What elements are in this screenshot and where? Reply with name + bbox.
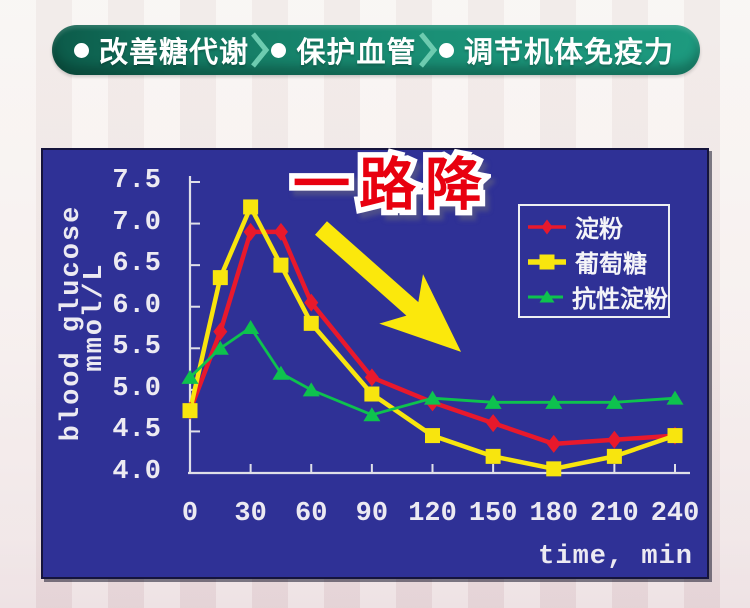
data-point <box>486 414 501 433</box>
legend-item: 抗性淀粉 <box>528 279 668 314</box>
x-tick-label: 90 <box>355 499 389 529</box>
x-tick-label: 30 <box>234 499 267 529</box>
legend-marker-icon <box>528 254 566 269</box>
downward-trend-arrow-icon <box>315 221 462 352</box>
data-point <box>546 461 562 477</box>
line-chart <box>181 176 690 477</box>
banner-label: 改善糖代谢 <box>99 37 250 69</box>
x-tick-label: 0 <box>181 499 199 529</box>
data-point <box>539 290 555 302</box>
y-tick-label: 7.5 <box>112 166 161 196</box>
banner-item-improve-glucose-metabolism: 改善糖代谢 <box>74 29 249 71</box>
data-point <box>273 257 289 273</box>
data-point <box>182 403 198 419</box>
data-point <box>545 394 563 409</box>
data-point <box>484 394 502 409</box>
data-point <box>273 222 288 241</box>
banner-item-regulate-immunity: 调节机体免疫力 <box>438 29 674 71</box>
x-tick-label: 120 <box>408 499 457 529</box>
chart-title-outline: 一路降 <box>288 148 491 223</box>
data-point <box>425 428 440 444</box>
data-point <box>605 394 623 409</box>
benefits-banner: 改善糖代谢 保护血管 调节机体免疫力 <box>52 25 700 75</box>
x-tick-label: 240 <box>650 499 700 529</box>
banner-label: 保护血管 <box>296 37 417 69</box>
data-point <box>242 320 260 335</box>
legend: 淀粉 葡萄糖 抗性淀粉 <box>518 204 670 318</box>
data-point <box>666 390 684 405</box>
data-point <box>607 430 622 449</box>
data-point <box>181 369 199 384</box>
y-tick-label: 6.5 <box>112 249 161 280</box>
y-tick-label: 4.0 <box>112 457 161 487</box>
chart-title-text: 一路降 <box>293 153 491 217</box>
chart-panel: 一路降 一路降 blood glucose mmol/L 4.0 4.5 5.0 5.… <box>41 148 709 579</box>
bullet-icon <box>271 42 287 58</box>
data-point <box>211 340 229 355</box>
banner-item-protect-blood-vessels: 保护血管 <box>271 29 416 71</box>
legend-label: 抗性淀粉 <box>572 286 668 313</box>
y-tick-label: 7.0 <box>112 207 161 238</box>
y-tick-label: 5.0 <box>112 373 161 404</box>
data-point <box>363 407 381 422</box>
data-point <box>302 382 320 397</box>
data-point <box>272 365 290 380</box>
banner-label: 调节机体免疫力 <box>463 37 674 69</box>
legend-item: 淀粉 <box>528 209 668 244</box>
chevron-right-icon <box>418 32 437 68</box>
legend-marker-icon <box>528 290 563 302</box>
y-tick-label: 4.5 <box>112 415 161 446</box>
data-point <box>304 293 319 312</box>
data-point <box>541 219 553 234</box>
x-axis-title: time, min <box>538 542 693 572</box>
data-point <box>424 390 441 405</box>
x-tick-label: 150 <box>468 499 518 529</box>
legend-marker-icon <box>528 219 566 234</box>
data-point <box>667 428 683 444</box>
data-point <box>364 386 380 402</box>
data-point <box>606 448 622 464</box>
data-point <box>539 254 555 269</box>
bullet-icon <box>438 42 454 58</box>
x-tick-label: 180 <box>529 499 579 529</box>
chevron-right-icon <box>251 32 270 68</box>
data-point <box>213 322 228 341</box>
legend-item: 葡萄糖 <box>528 244 668 279</box>
legend-label: 葡萄糖 <box>575 251 647 278</box>
data-point <box>364 368 379 387</box>
data-point <box>212 270 228 286</box>
chart-title: 一路降 一路降 <box>288 148 533 223</box>
y-tick-label: 5.5 <box>112 332 161 363</box>
data-point <box>243 222 258 241</box>
data-point <box>546 434 561 453</box>
y-tick-label: 6.0 <box>112 290 161 321</box>
x-tick-label: 210 <box>590 499 639 529</box>
x-tick-label: 60 <box>295 499 328 529</box>
bullet-icon <box>74 42 89 58</box>
legend-label: 淀粉 <box>575 216 623 243</box>
data-point <box>243 199 259 215</box>
data-point <box>303 315 319 331</box>
data-point <box>485 448 501 464</box>
